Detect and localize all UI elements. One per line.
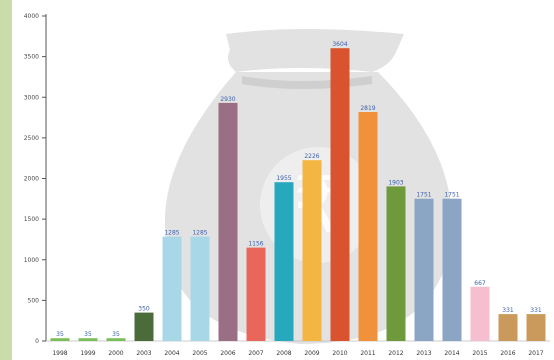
- bar-value-label-2007: 1156: [248, 241, 263, 248]
- y-axis: 0 500 1000 1500 2000 2500 3000 3500 4000: [24, 13, 550, 345]
- bar-value-label-2011: 2819: [360, 105, 375, 112]
- x-tick-label-2016: 2016: [500, 350, 515, 357]
- y-tick-label: 1500: [24, 216, 39, 223]
- y-tick-label: 0: [35, 338, 39, 345]
- bar-value-label-2017: 331: [530, 307, 542, 314]
- bar-2014: [442, 198, 462, 341]
- bar-2007: [246, 247, 266, 341]
- bar-2016: [498, 314, 518, 341]
- bar-2006: [218, 102, 238, 342]
- bar-2009: [302, 160, 322, 341]
- x-tick-label-2006: 2006: [220, 350, 235, 357]
- bar-value-label-2004: 1285: [164, 230, 179, 237]
- bag-top-knot: [226, 29, 404, 72]
- x-tick-label-2013: 2013: [416, 350, 431, 357]
- y-tick-label: 2000: [24, 176, 39, 183]
- bar-value-label-1999: 35: [84, 331, 92, 338]
- y-tick-label: 1000: [24, 257, 39, 264]
- left-accent-strip: [0, 0, 12, 360]
- bar-2015: [470, 286, 490, 341]
- x-tick-label-2008: 2008: [276, 350, 291, 357]
- x-tick-label-2014: 2014: [444, 350, 459, 357]
- x-tick-label-2017: 2017: [528, 350, 543, 357]
- x-tick-label-2012: 2012: [388, 350, 403, 357]
- x-tick-label-2010: 2010: [332, 350, 347, 357]
- bar-2013: [414, 198, 434, 341]
- x-tick-label-2007: 2007: [248, 350, 263, 357]
- bar-value-label-2013: 1751: [416, 192, 431, 199]
- y-tick-label: 500: [28, 297, 40, 304]
- bar-1998: [50, 338, 70, 341]
- x-tick-label-2011: 2011: [360, 350, 375, 357]
- bar-value-label-2008: 1955: [276, 175, 291, 182]
- x-tick-label-2015: 2015: [472, 350, 487, 357]
- bar-value-label-2012: 1903: [388, 179, 403, 186]
- x-tick-label-2009: 2009: [304, 350, 319, 357]
- bar-2012: [386, 186, 406, 341]
- bar-2008: [274, 182, 294, 341]
- y-tick-label: 2500: [24, 135, 39, 142]
- y-tick-label: 3500: [24, 54, 39, 61]
- bar-2011: [358, 112, 378, 341]
- bars: [50, 48, 546, 342]
- bar-2005: [190, 236, 210, 341]
- x-tick-label-2000: 2000: [108, 350, 123, 357]
- y-tick-label: 4000: [24, 13, 39, 20]
- bar-value-label-2005: 1285: [192, 230, 207, 237]
- bar-2010: [330, 48, 350, 341]
- bar-value-label-1998: 35: [56, 331, 64, 338]
- bar-value-label-2003: 350: [138, 306, 150, 313]
- bar-2000: [106, 338, 126, 341]
- bar-value-label-2009: 2226: [304, 153, 319, 160]
- bar-value-label-2000: 35: [112, 331, 120, 338]
- x-tick-label-2005: 2005: [192, 350, 207, 357]
- bar-value-label-2010: 3604: [332, 41, 347, 48]
- bar-value-labels: 35 35 35 350 1285 1285 2930 1156 1955 2226 3604 281…: [56, 41, 542, 338]
- y-tick-label: 3000: [24, 94, 39, 101]
- bar-1999: [78, 338, 98, 341]
- x-tick-label-1999: 1999: [80, 350, 95, 357]
- bar-value-label-2014: 1751: [444, 192, 459, 199]
- bar-value-label-2016: 331: [502, 307, 514, 314]
- bar-2017: [526, 314, 546, 341]
- x-tick-label-2004: 2004: [164, 350, 179, 357]
- x-tick-label-1998: 1998: [52, 350, 67, 357]
- bar-2003: [134, 312, 154, 341]
- bar-value-label-2015: 667: [474, 280, 486, 287]
- x-tick-label-2003: 2003: [136, 350, 151, 357]
- x-axis-labels: 1998 1999 2000 2003 2004 2005 2006 2007 2008 2009…: [52, 350, 543, 357]
- bar-value-label-2006: 2930: [220, 96, 235, 103]
- bar-2004: [162, 236, 182, 341]
